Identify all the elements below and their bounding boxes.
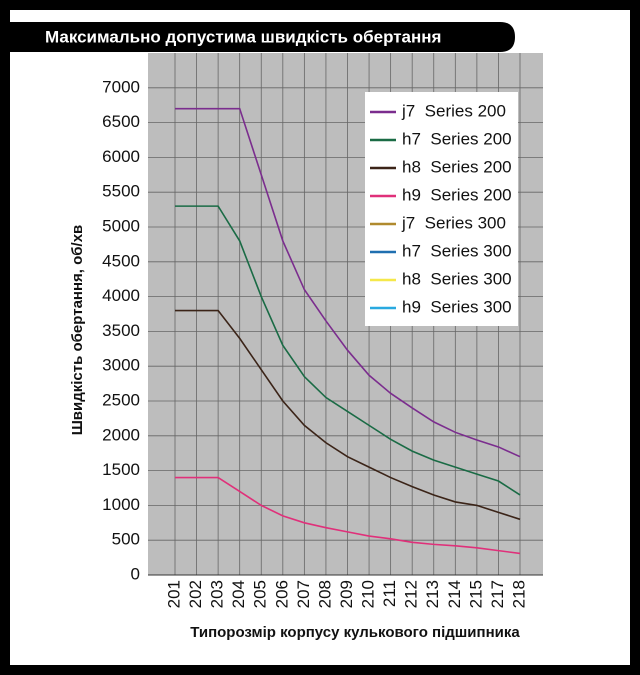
legend-label: h7 Series 300 <box>402 241 512 260</box>
legend-label: h9 Series 300 <box>402 297 512 316</box>
x-tick-label: 207 <box>294 580 313 608</box>
y-tick-label: 1500 <box>102 460 140 479</box>
x-tick-label: 211 <box>380 580 399 607</box>
y-tick-label: 2500 <box>102 390 140 409</box>
y-tick-label: 1000 <box>102 495 140 514</box>
series-line <box>175 107 521 458</box>
x-tick-label: 213 <box>423 580 442 608</box>
y-tick-label: 3500 <box>102 321 140 340</box>
legend-label: h8 Series 300 <box>402 269 512 288</box>
x-axis-label: Типорозмір корпусу кулькового підшипника <box>190 624 520 641</box>
x-tick-label: 208 <box>315 580 334 608</box>
x-tick-label: 217 <box>488 580 507 608</box>
x-tick-label: 212 <box>402 580 421 608</box>
y-tick-label: 7000 <box>102 77 140 96</box>
x-tick-label: 205 <box>251 580 270 608</box>
series-line <box>175 476 521 555</box>
chart-title: Максимально допустима швидкість обертанн… <box>45 27 441 46</box>
legend-label: h8 Series 200 <box>402 157 512 176</box>
y-tick-label: 2000 <box>102 425 140 444</box>
y-axis-label: Швидкість обертання, об/хв <box>69 225 86 436</box>
x-tick-label: 218 <box>509 580 528 608</box>
y-tick-label: 5500 <box>102 182 140 201</box>
legend-label: h9 Series 200 <box>402 185 512 204</box>
title-bar <box>10 22 515 52</box>
legend-label: j7 Series 300 <box>401 213 506 232</box>
y-tick-label: 0 <box>131 564 140 583</box>
x-tick-label: 206 <box>272 580 291 608</box>
y-tick-label: 4000 <box>102 286 140 305</box>
y-tick-label: 5000 <box>102 216 140 235</box>
y-tick-label: 6000 <box>102 147 140 166</box>
x-tick-label: 210 <box>359 580 378 608</box>
series-line <box>175 309 521 521</box>
y-tick-label: 3000 <box>102 356 140 375</box>
legend-label: j7 Series 200 <box>401 101 506 120</box>
x-tick-label: 203 <box>208 580 227 608</box>
series-line <box>175 205 521 496</box>
legend-label: h7 Series 200 <box>402 129 512 148</box>
legend-box <box>365 92 518 326</box>
y-tick-label: 500 <box>112 530 140 549</box>
x-tick-label: 215 <box>466 580 485 608</box>
y-tick-label: 6500 <box>102 112 140 131</box>
x-tick-label: 202 <box>186 580 205 608</box>
y-tick-label: 4500 <box>102 251 140 270</box>
x-tick-label: 204 <box>229 580 248 608</box>
x-tick-label: 214 <box>445 580 464 608</box>
x-tick-label: 209 <box>337 580 356 608</box>
x-tick-label: 201 <box>164 580 183 608</box>
legend: j7 Series 200 h7 Series 200 h8 Series 200 h… <box>365 92 518 326</box>
